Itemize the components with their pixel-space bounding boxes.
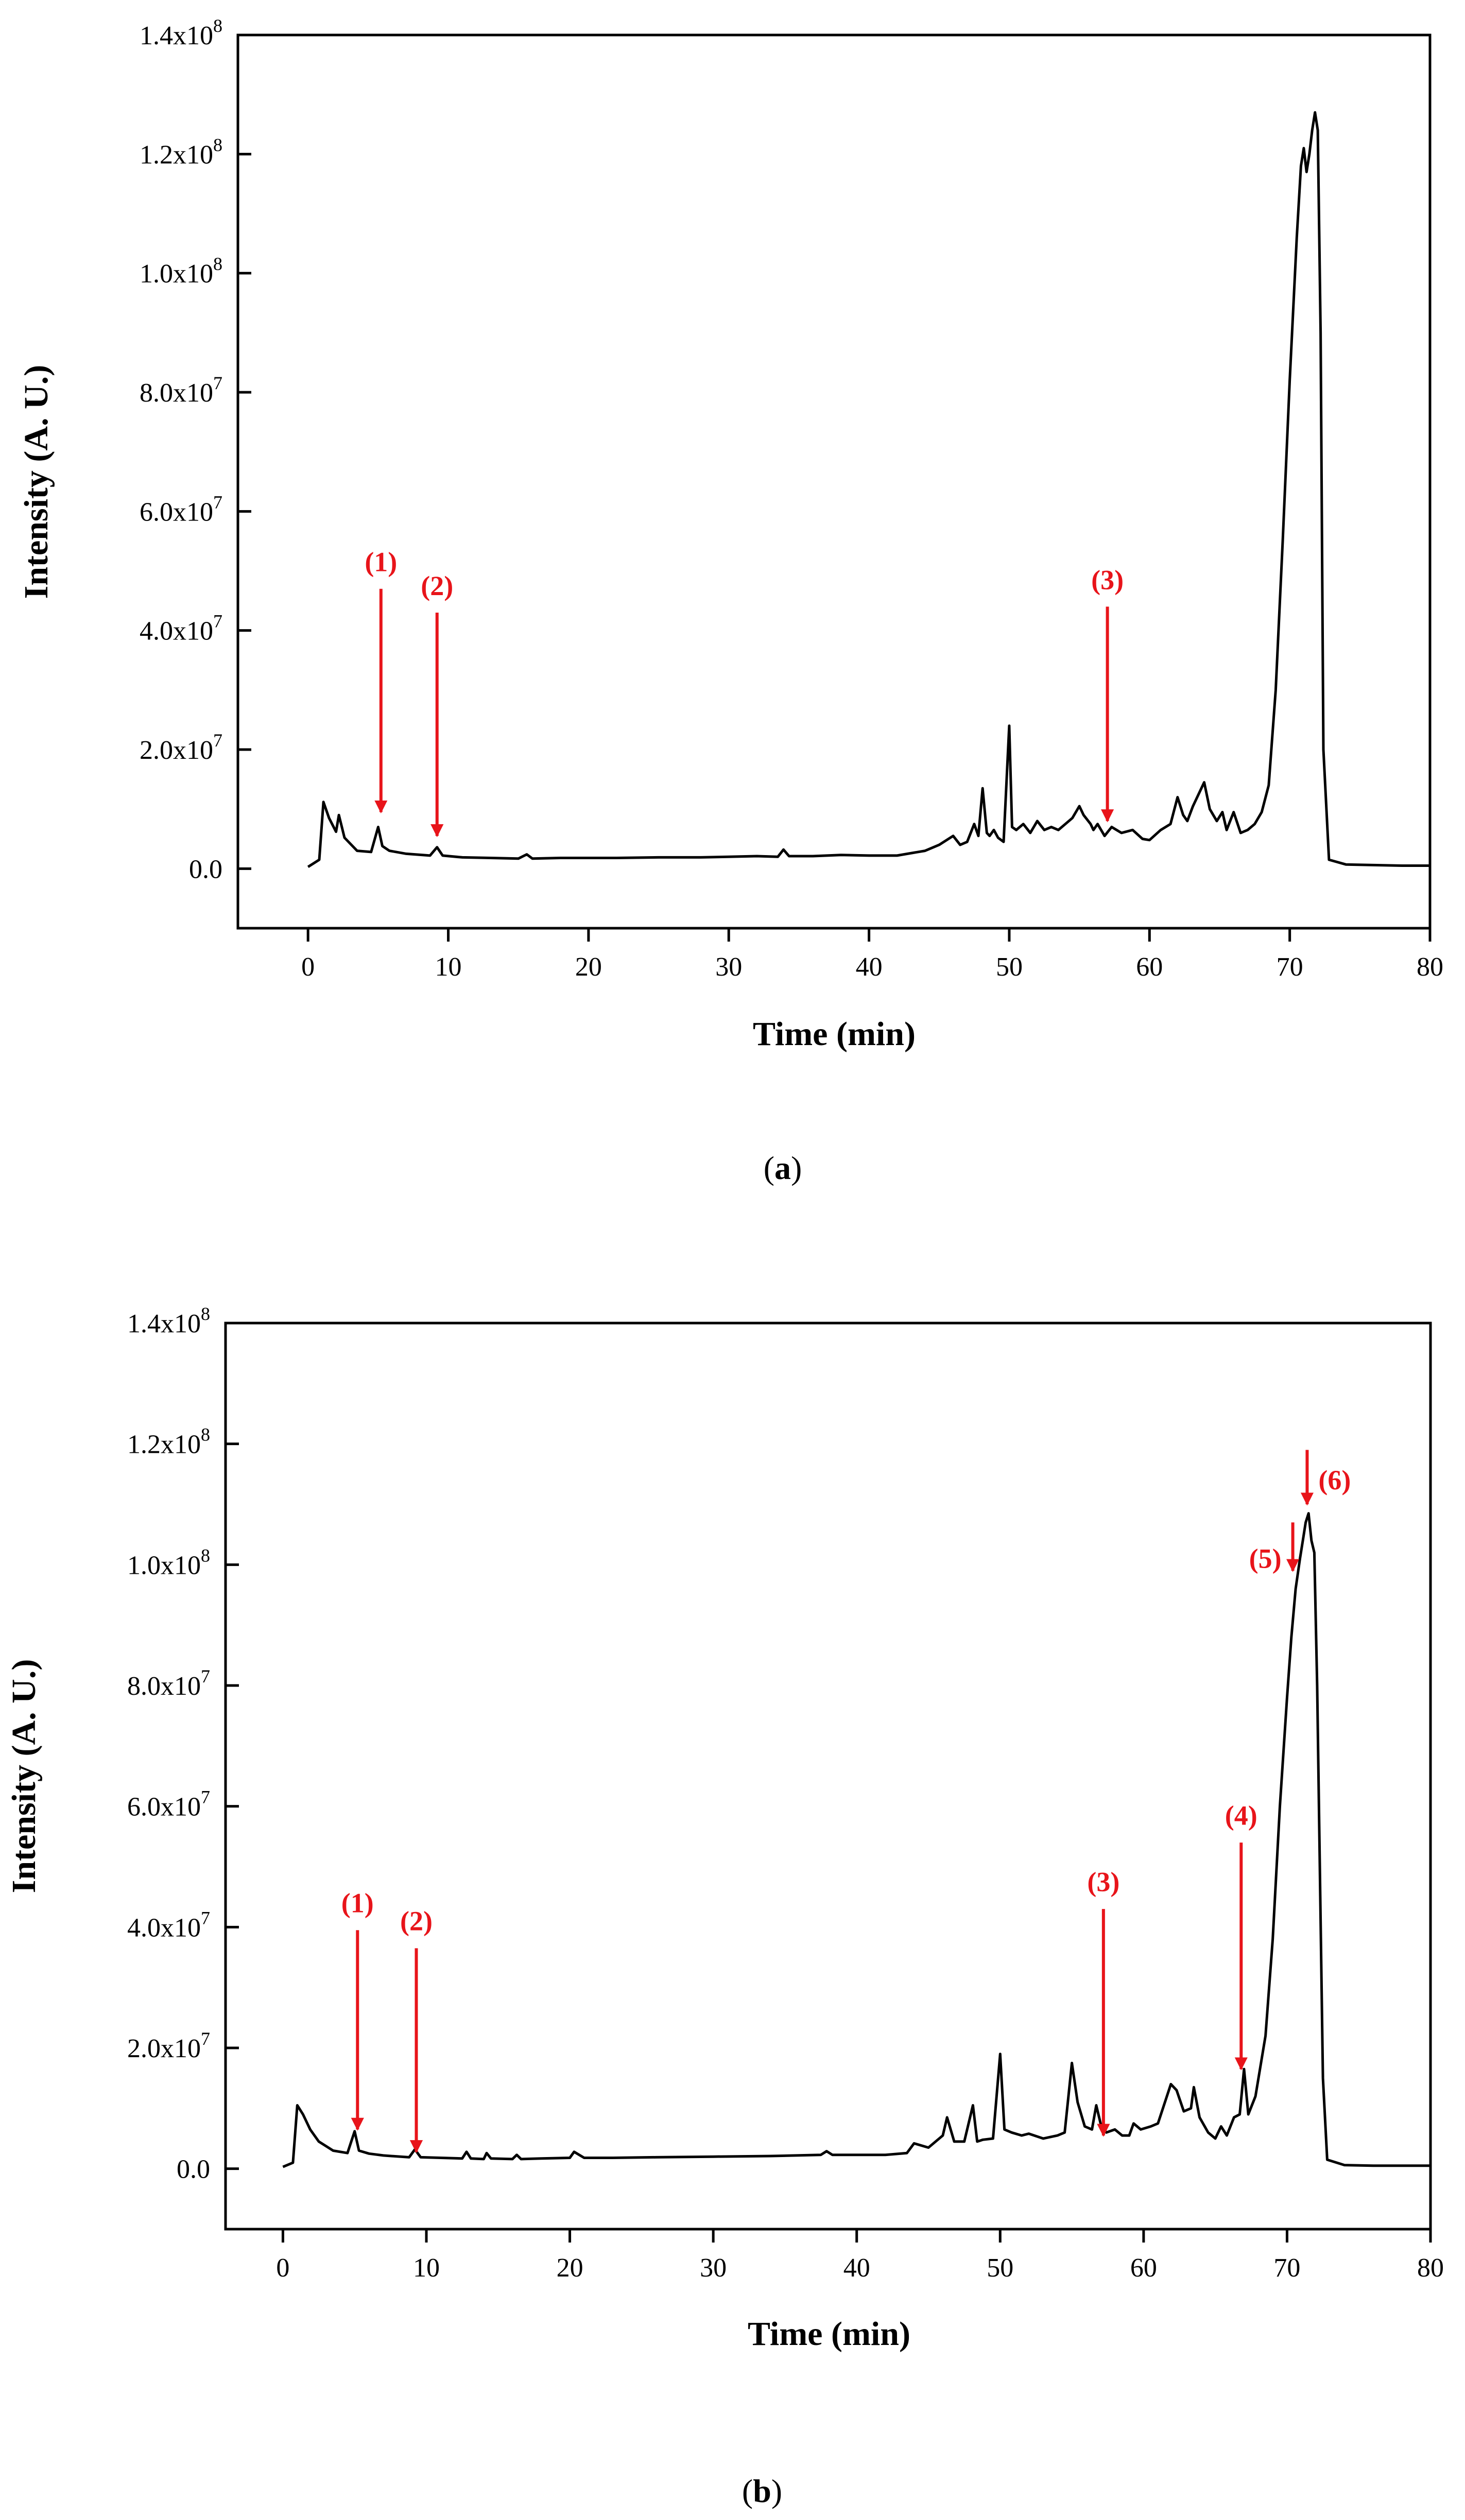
y-tick-mantissa: 2.0x10 [127, 2034, 201, 2063]
y-tick-exponent: 7 [213, 373, 222, 393]
series-line [282, 1512, 1430, 2168]
y-tick-mantissa: 4.0x10 [127, 1913, 201, 1942]
chart-panel-b: 0.02.0x1074.0x1076.0x1078.0x1071.0x1081.… [5, 1304, 1444, 2509]
x-axis-title: Time (min) [748, 2315, 910, 2353]
y-tick-exponent: 8 [213, 15, 222, 36]
y-tick-mantissa: 4.0x10 [140, 617, 213, 646]
annotation-group: (1) (2) (3) [365, 547, 1124, 838]
y-tick-mantissa: 6.0x10 [140, 497, 213, 527]
y-axis-title: Intensity (A. U.) [18, 365, 55, 599]
annotation-label: (5) [1249, 1543, 1282, 1574]
panel-caption: (b) [742, 2473, 782, 2509]
y-tick-label: 8.0x107 [127, 1666, 210, 1701]
x-tick-label: 50 [996, 952, 1023, 982]
x-axis: 0 10 20 30 40 50 60 70 80 [276, 2229, 1444, 2283]
y-tick-exponent: 7 [201, 1666, 210, 1687]
y-tick-exponent: 8 [213, 134, 222, 155]
y-tick-mantissa: 1.2x10 [140, 140, 213, 169]
y-tick-label: 2.0x107 [127, 2028, 210, 2063]
x-tick-label: 10 [413, 2253, 440, 2283]
y-tick-label: 6.0x107 [127, 1787, 210, 1822]
y-tick-label: 1.2x108 [127, 1424, 210, 1459]
x-tick-label: 60 [1136, 952, 1163, 982]
y-tick-exponent: 7 [201, 2028, 210, 2049]
y-tick-exponent: 7 [201, 1907, 210, 1928]
y-tick-mantissa: 0.0 [177, 2155, 210, 2184]
y-tick-mantissa: 2.0x10 [140, 736, 213, 765]
y-tick-label: 1.0x108 [127, 1545, 210, 1580]
panel-caption-letter: a [774, 1150, 791, 1186]
annotation-label: (2) [421, 570, 453, 601]
annotation-label: (3) [1091, 564, 1124, 595]
y-tick-mantissa: 0.0 [189, 855, 222, 884]
y-tick-label: 1.4x108 [127, 1304, 210, 1339]
series-trace-group [282, 1512, 1430, 2168]
x-tick-label: 50 [987, 2253, 1013, 2283]
y-tick-label: 6.0x107 [140, 492, 222, 527]
panel-caption: (a) [764, 1150, 802, 1186]
y-tick-mantissa: 1.4x10 [140, 21, 213, 50]
y-tick-exponent: 8 [201, 1424, 210, 1445]
y-tick-exponent: 8 [201, 1304, 210, 1324]
x-axis-title: Time (min) [753, 1015, 916, 1053]
annotation-label: (6) [1318, 1465, 1351, 1496]
y-axis: 0.02.0x1074.0x1076.0x1078.0x1071.0x1081.… [140, 15, 251, 884]
annotation-label: (1) [341, 1887, 374, 1918]
x-tick-label: 20 [557, 2253, 583, 2283]
y-tick-mantissa: 1.0x10 [127, 1551, 201, 1580]
y-tick-label: 8.0x107 [140, 373, 222, 408]
y-axis: 0.02.0x1074.0x1076.0x1078.0x1071.0x1081.… [127, 1304, 239, 2184]
y-tick-mantissa: 8.0x10 [127, 1672, 201, 1701]
annotation-label: (2) [400, 1906, 433, 1937]
y-tick-exponent: 7 [213, 611, 222, 632]
y-tick-mantissa: 1.2x10 [127, 1430, 201, 1459]
y-tick-label: 2.0x107 [140, 730, 222, 765]
y-tick-label: 1.4x108 [140, 15, 222, 50]
x-tick-label: 80 [1417, 952, 1443, 982]
x-tick-label: 70 [1273, 2253, 1300, 2283]
x-tick-label: 80 [1417, 2253, 1444, 2283]
x-tick-label: 40 [843, 2253, 870, 2283]
annotation-group: (1) (2) (3) (4) (5) (6) [341, 1450, 1351, 2153]
y-tick-mantissa: 6.0x10 [127, 1793, 201, 1822]
y-tick-mantissa: 1.4x10 [127, 1309, 201, 1339]
y-tick-label: 0.0 [189, 855, 222, 884]
y-tick-exponent: 7 [213, 492, 222, 512]
series-trace-group [307, 111, 1430, 868]
series-line [307, 111, 1430, 868]
panel-caption-letter: b [753, 2473, 771, 2509]
x-tick-label: 0 [276, 2253, 289, 2283]
y-tick-mantissa: 8.0x10 [140, 378, 213, 408]
y-tick-label: 4.0x107 [140, 611, 222, 646]
x-axis: 0 10 20 30 40 50 60 70 80 [301, 928, 1443, 982]
y-tick-label: 0.0 [177, 2155, 210, 2184]
x-tick-label: 60 [1130, 2253, 1157, 2283]
x-tick-label: 30 [715, 952, 742, 982]
y-tick-mantissa: 1.0x10 [140, 259, 213, 289]
x-tick-label: 40 [856, 952, 883, 982]
y-tick-exponent: 7 [201, 1787, 210, 1808]
y-tick-exponent: 8 [201, 1545, 210, 1566]
x-tick-label: 20 [575, 952, 602, 982]
plot-frame [236, 33, 1432, 930]
x-tick-label: 0 [301, 952, 315, 982]
y-tick-exponent: 8 [213, 254, 222, 274]
y-tick-label: 4.0x107 [127, 1907, 210, 1942]
plot-frame [224, 1322, 1432, 2231]
x-tick-label: 10 [435, 952, 462, 982]
y-tick-label: 1.0x108 [140, 254, 222, 289]
x-tick-label: 70 [1277, 952, 1303, 982]
x-tick-label: 30 [700, 2253, 727, 2283]
annotation-label: (1) [365, 547, 397, 578]
y-axis-title: Intensity (A. U.) [5, 1659, 43, 1893]
annotation-label: (3) [1087, 1866, 1119, 1897]
y-tick-label: 1.2x108 [140, 134, 222, 169]
annotation-label: (4) [1225, 1800, 1257, 1831]
chart-panel-a: 0.02.0x1074.0x1076.0x1078.0x1071.0x1081.… [18, 15, 1443, 1186]
y-tick-exponent: 7 [213, 730, 222, 751]
